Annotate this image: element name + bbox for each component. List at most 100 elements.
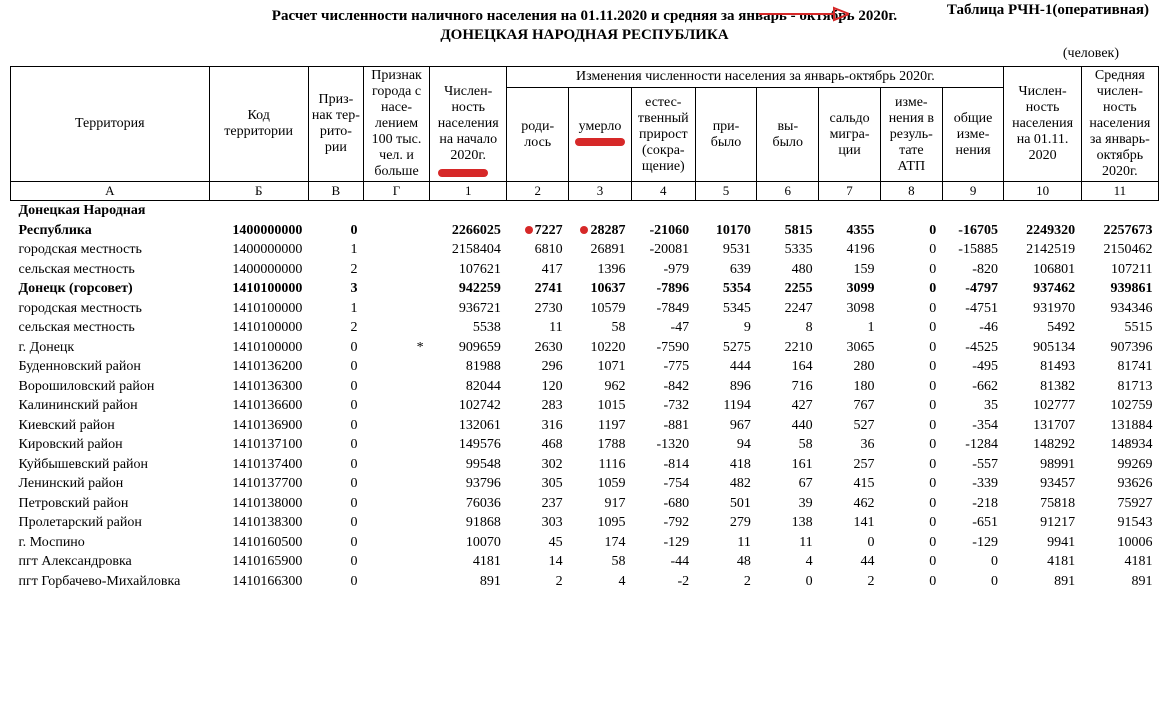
cell-value: 1 <box>819 318 881 338</box>
column-letter-row: АБВГ1234567891011 <box>11 182 1159 201</box>
cell-value: -339 <box>942 474 1004 494</box>
cell-value <box>363 533 429 553</box>
cell-value: 0 <box>942 572 1004 592</box>
table-row: Донецкая Народная <box>11 201 1159 221</box>
cell-value: 0 <box>880 572 942 592</box>
cell-value: -1320 <box>631 435 695 455</box>
cell-value: 0 <box>308 338 363 358</box>
cell-value: 0 <box>880 299 942 319</box>
cell-value <box>363 494 429 514</box>
territory-name: Петровский район <box>11 494 210 514</box>
cell-value: 1410100000 <box>209 299 308 319</box>
cell-value: 296 <box>507 357 569 377</box>
cell-value: -651 <box>942 513 1004 533</box>
cell-value: 639 <box>695 260 757 280</box>
cell-value: 148292 <box>1004 435 1081 455</box>
col-born: роди- лось <box>507 88 569 182</box>
cell-value <box>363 260 429 280</box>
cell-value: 418 <box>695 455 757 475</box>
cell-value: 440 <box>757 416 819 436</box>
cell-value: 0 <box>308 474 363 494</box>
cell-value: -15885 <box>942 240 1004 260</box>
cell-value: 76036 <box>430 494 507 514</box>
cell-value: 427 <box>757 396 819 416</box>
cell-value: 4 <box>569 572 632 592</box>
col-nat-growth: естес- твенный прирост (сокра- щение) <box>631 88 695 182</box>
cell-value: 891 <box>1081 572 1158 592</box>
cell-value <box>363 474 429 494</box>
cell-value: 891 <box>430 572 507 592</box>
cell-value: 444 <box>695 357 757 377</box>
cell-value: 716 <box>757 377 819 397</box>
cell-value: 102759 <box>1081 396 1158 416</box>
cell-value: 257 <box>819 455 881 475</box>
cell-value: 0 <box>308 416 363 436</box>
cell-value: 75818 <box>1004 494 1081 514</box>
cell-value: 1410137700 <box>209 474 308 494</box>
column-letter: 9 <box>942 182 1004 201</box>
cell-value: 1396 <box>569 260 632 280</box>
territory-name: Донецкая Народная <box>11 201 1159 221</box>
cell-value: 10006 <box>1081 533 1158 553</box>
territory-name: г. Моспино <box>11 533 210 553</box>
cell-value: 0 <box>757 572 819 592</box>
cell-value: 5515 <box>1081 318 1158 338</box>
cell-value: 7227 <box>507 221 569 241</box>
cell-value: 3098 <box>819 299 881 319</box>
cell-value: 909659 <box>430 338 507 358</box>
col-territory: Территория <box>11 67 210 182</box>
cell-value: 905134 <box>1004 338 1081 358</box>
cell-value: 98991 <box>1004 455 1081 475</box>
cell-value: 11 <box>757 533 819 553</box>
cell-value: 0 <box>880 474 942 494</box>
cell-value: 10220 <box>569 338 632 358</box>
cell-value: 0 <box>308 435 363 455</box>
territory-name: Буденновский район <box>11 357 210 377</box>
cell-value: 939861 <box>1081 279 1158 299</box>
cell-value: 0 <box>819 533 881 553</box>
page-subtitle: ДОНЕЦКАЯ НАРОДНАЯ РЕСПУБЛИКА <box>30 27 1139 44</box>
cell-value: 44 <box>819 552 881 572</box>
cell-value: -44 <box>631 552 695 572</box>
cell-value: 4181 <box>430 552 507 572</box>
cell-value: 0 <box>942 552 1004 572</box>
cell-value: 2741 <box>507 279 569 299</box>
column-letter: В <box>308 182 363 201</box>
cell-value: 2630 <box>507 338 569 358</box>
column-letter: 3 <box>569 182 632 201</box>
cell-value: 0 <box>308 572 363 592</box>
cell-value: 75927 <box>1081 494 1158 514</box>
cell-value <box>363 357 429 377</box>
territory-name: Калининский район <box>11 396 210 416</box>
cell-value: 2 <box>695 572 757 592</box>
col-died: умерло <box>569 88 632 182</box>
cell-value: 0 <box>880 240 942 260</box>
cell-value: 1410100000 <box>209 279 308 299</box>
cell-value: -662 <box>942 377 1004 397</box>
cell-value <box>363 513 429 533</box>
cell-value: 283 <box>507 396 569 416</box>
col-total-change: общие изме- нения <box>942 88 1004 182</box>
cell-value: 106801 <box>1004 260 1081 280</box>
cell-value: 896 <box>695 377 757 397</box>
cell-value: -2 <box>631 572 695 592</box>
cell-value: -7849 <box>631 299 695 319</box>
cell-value: 279 <box>695 513 757 533</box>
cell-value: -557 <box>942 455 1004 475</box>
table-body: Донецкая НароднаяРеспублика1400000000022… <box>11 201 1159 592</box>
column-letter: 2 <box>507 182 569 201</box>
cell-value: 1071 <box>569 357 632 377</box>
cell-value: 141 <box>819 513 881 533</box>
cell-value: -7896 <box>631 279 695 299</box>
cell-value: 2 <box>308 318 363 338</box>
cell-value: -129 <box>631 533 695 553</box>
cell-value: 58 <box>569 552 632 572</box>
table-row: Куйбышевский район1410137400099548302111… <box>11 455 1159 475</box>
cell-value: 415 <box>819 474 881 494</box>
table-row: Кировский район141013710001495764681788-… <box>11 435 1159 455</box>
cell-value: 2142519 <box>1004 240 1081 260</box>
cell-value: 2247 <box>757 299 819 319</box>
population-table: Территория Код территории Приз- нак тер-… <box>10 66 1159 591</box>
col-migr-saldo: сальдо мигра- ции <box>819 88 881 182</box>
column-letter: 8 <box>880 182 942 201</box>
